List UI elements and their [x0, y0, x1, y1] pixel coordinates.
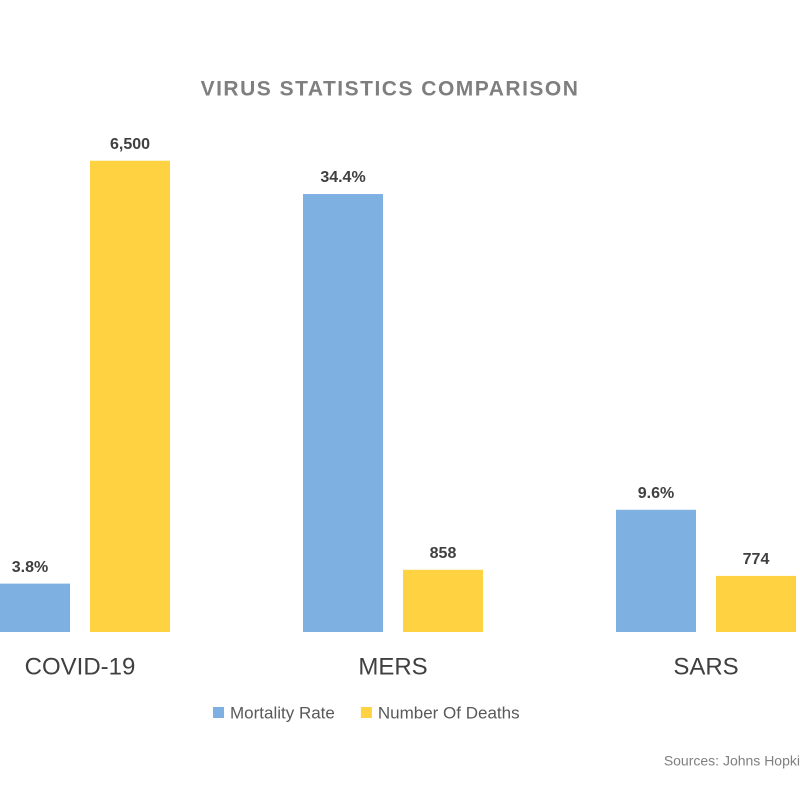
data-label: 34.4%	[320, 169, 365, 186]
bar	[403, 569, 483, 632]
chart-title: VIRUS STATISTICS COMPARISON	[201, 78, 580, 101]
bar	[0, 583, 70, 632]
legend-label: Mortality Rate	[230, 703, 335, 722]
x-tick-label: COVID-19	[25, 653, 136, 680]
data-label: 858	[430, 545, 457, 562]
bar	[90, 160, 170, 632]
bar	[716, 575, 796, 632]
data-label: 6,500	[110, 136, 150, 153]
x-tick-label: SARS	[673, 653, 738, 680]
data-label: 3.8%	[12, 559, 48, 576]
legend-swatch	[360, 707, 372, 718]
x-tick-label: MERS	[358, 653, 427, 680]
legend-label: Number Of Deaths	[378, 703, 520, 722]
bar	[303, 194, 383, 632]
source-note: Sources: Johns Hopki	[664, 753, 800, 769]
legend-swatch	[213, 707, 224, 718]
data-label: 774	[743, 551, 770, 568]
data-label: 9.6%	[638, 485, 674, 502]
bar	[616, 509, 696, 632]
